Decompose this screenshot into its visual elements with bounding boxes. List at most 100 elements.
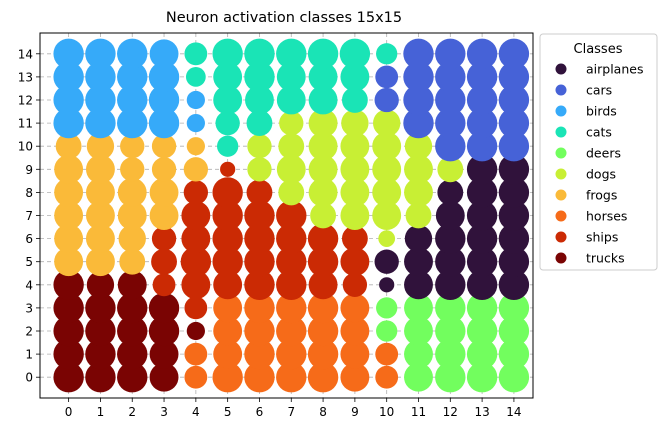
point-airplanes <box>498 269 530 301</box>
point-cats <box>244 61 275 93</box>
point-ships <box>180 246 212 277</box>
point-airplanes <box>498 200 530 231</box>
point-airplanes <box>466 154 498 185</box>
point-frogs <box>149 201 179 230</box>
point-airplanes <box>404 247 433 277</box>
legend-label-airplanes: airplanes <box>586 62 643 77</box>
x-tick-label: 3 <box>160 405 168 419</box>
point-cats <box>307 38 339 69</box>
point-cars <box>403 84 434 116</box>
y-tick-label: 12 <box>18 93 33 107</box>
point-airplanes <box>498 177 530 208</box>
point-frogs <box>54 154 84 184</box>
point-deers <box>498 315 530 347</box>
point-horses <box>340 316 370 346</box>
point-airplanes <box>435 246 466 277</box>
point-dogs <box>373 109 401 137</box>
legend-label-frogs: frogs <box>586 188 617 203</box>
point-birds <box>85 38 116 69</box>
x-tick-label: 4 <box>192 405 200 419</box>
point-ships <box>244 200 275 231</box>
point-deers <box>404 293 433 323</box>
y-tick-label: 1 <box>25 348 33 362</box>
point-dogs <box>372 154 402 184</box>
point-airplanes <box>404 270 433 300</box>
point-dogs <box>278 179 305 206</box>
point-ships <box>183 180 209 205</box>
legend-marker-deers <box>555 147 567 159</box>
point-dogs <box>340 201 370 230</box>
point-dogs <box>378 230 396 247</box>
point-airplanes <box>466 269 498 301</box>
point-frogs <box>151 157 177 182</box>
x-tick-label: 14 <box>506 405 521 419</box>
point-dogs <box>341 109 369 137</box>
point-frogs <box>85 154 115 184</box>
point-trucks <box>53 292 84 324</box>
point-cats <box>276 62 306 92</box>
point-dogs <box>340 131 370 161</box>
point-dogs <box>372 177 402 207</box>
point-horses <box>212 362 243 393</box>
point-dogs <box>340 177 370 207</box>
point-horses <box>340 293 370 323</box>
y-tick-label: 11 <box>18 117 33 131</box>
point-deers <box>435 315 466 347</box>
point-birds <box>148 61 180 93</box>
point-cars <box>466 61 498 93</box>
point-cats <box>212 38 243 69</box>
point-trucks <box>53 315 84 347</box>
point-airplanes <box>435 223 466 254</box>
point-deers <box>376 320 398 342</box>
point-horses <box>375 342 399 366</box>
point-deers <box>376 297 398 319</box>
point-cars <box>466 130 498 162</box>
point-airplanes <box>435 201 465 230</box>
point-trucks <box>117 292 148 324</box>
legend-items: airplanes cars birds cats deers dogs frogs hors… <box>555 62 643 266</box>
point-cars <box>466 84 498 116</box>
point-ships <box>220 161 236 177</box>
point-trucks <box>53 362 84 393</box>
point-frogs <box>85 201 115 230</box>
point-ships <box>341 225 368 252</box>
point-airplanes <box>498 246 530 277</box>
point-dogs <box>372 131 402 161</box>
point-deers <box>435 338 466 370</box>
point-ships <box>184 296 208 320</box>
point-deers <box>404 339 433 369</box>
point-ships <box>212 246 243 277</box>
point-ships <box>152 273 176 297</box>
point-deers <box>466 338 498 370</box>
point-cars <box>374 87 399 113</box>
point-horses <box>307 292 339 324</box>
point-ships <box>308 270 338 300</box>
point-cats <box>244 38 275 69</box>
point-horses <box>213 316 243 346</box>
point-cars <box>403 107 434 139</box>
point-frogs <box>183 157 209 182</box>
point-airplanes <box>466 200 498 231</box>
y-tick-label: 6 <box>25 232 33 246</box>
point-deers <box>498 292 530 324</box>
point-airplanes <box>437 179 464 206</box>
point-trucks <box>149 339 179 369</box>
point-cars <box>435 130 466 162</box>
point-deers <box>498 338 530 370</box>
point-airplanes <box>498 154 530 185</box>
point-deers <box>404 316 433 346</box>
point-trucks <box>86 271 115 299</box>
point-horses <box>244 362 275 393</box>
point-frogs <box>117 177 147 207</box>
point-cars <box>498 107 530 139</box>
data-points <box>53 38 530 393</box>
point-deers <box>466 362 498 393</box>
y-tick-label: 0 <box>25 371 33 385</box>
point-trucks <box>148 292 180 324</box>
y-tick-label: 5 <box>25 255 33 269</box>
point-cars <box>435 84 466 116</box>
x-tick-label: 1 <box>97 405 105 419</box>
point-airplanes <box>466 246 498 277</box>
point-cats <box>308 62 338 92</box>
